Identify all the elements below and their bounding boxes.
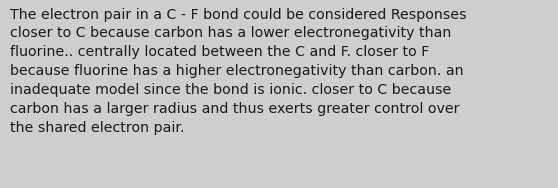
Text: The electron pair in a C - F bond could be considered Responses
closer to C beca: The electron pair in a C - F bond could … xyxy=(10,8,466,135)
